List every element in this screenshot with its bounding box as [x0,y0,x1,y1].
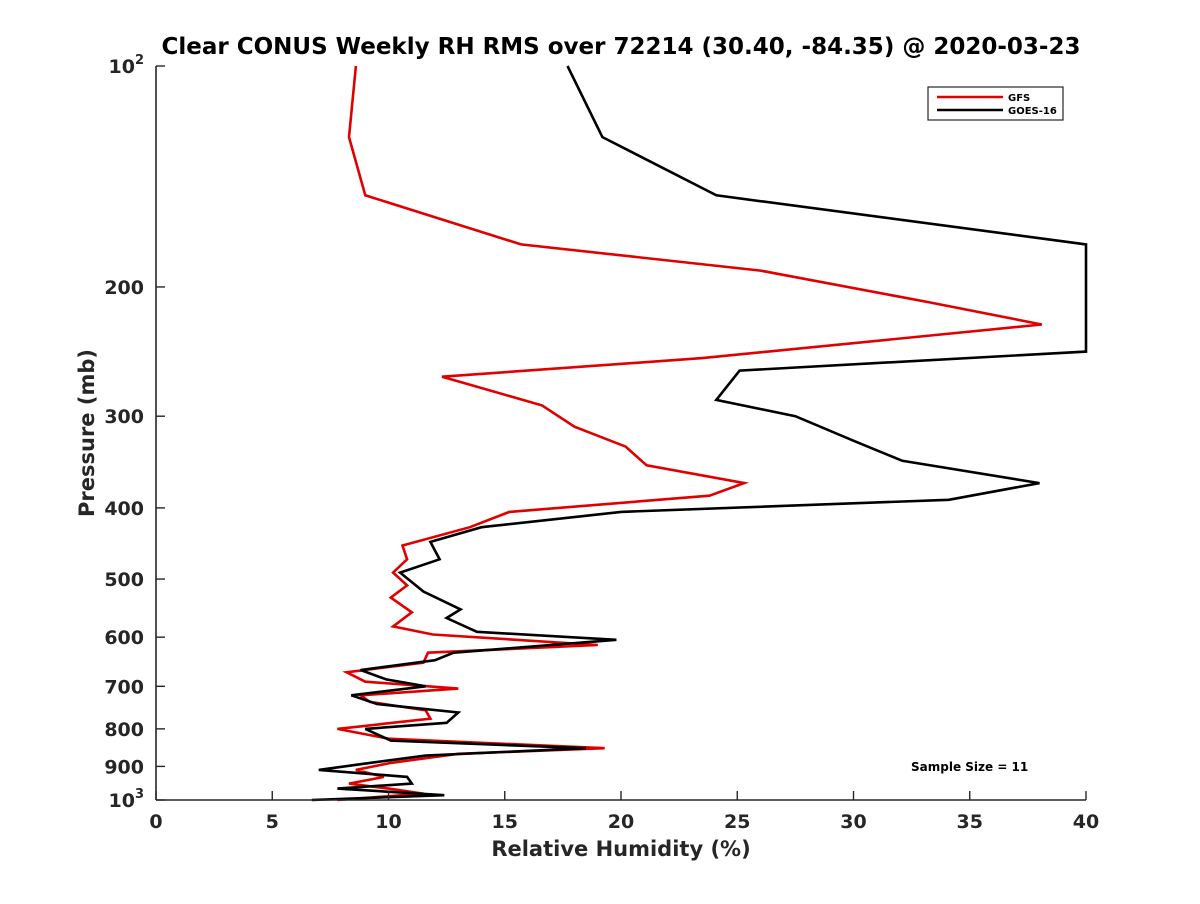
y-axis-ticks: 102 200 300 400 500 600 700 800 900 103 [104,53,165,812]
y-tick-label: 103 [109,787,145,812]
x-tick-label: 35 [957,811,983,833]
legend: GFS GOES-16 [927,86,1064,121]
y-tick-label: 200 [104,277,144,299]
x-tick-label: 15 [492,811,518,833]
y-tick-label: 300 [104,406,144,428]
plot-area [156,66,1086,800]
x-tick-label: 5 [266,811,279,833]
y-axis-label: Pressure (mb) [75,349,99,517]
x-tick-label: 30 [840,811,866,833]
x-tick-label: 40 [1073,811,1099,833]
x-tick-label: 25 [724,811,750,833]
y-tick-label: 500 [104,569,144,591]
x-axis-ticks: 0 5 10 15 20 25 30 35 40 [149,791,1099,833]
x-tick-label: 10 [375,811,401,833]
y-tick-label: 800 [104,719,144,741]
y-tick-label: 700 [104,676,144,698]
series-layer [311,65,1088,802]
sample-size-annotation: Sample Size = 11 [911,760,1028,774]
chart-title: Clear CONUS Weekly RH RMS over 72214 (30… [162,34,1081,60]
legend-label-goes-16: GOES-16 [1008,106,1057,117]
x-tick-label: 20 [608,811,634,833]
y-tick-label: 900 [104,756,144,778]
x-tick-label: 0 [149,811,162,833]
y-tick-label: 400 [104,498,144,520]
y-tick-label: 102 [109,53,145,78]
series-line-goes-16 [311,65,1088,802]
legend-box [927,86,1064,121]
y-tick-label: 600 [104,627,144,649]
legend-label-gfs: GFS [1008,93,1030,104]
x-axis-label: Relative Humidity (%) [491,837,750,861]
